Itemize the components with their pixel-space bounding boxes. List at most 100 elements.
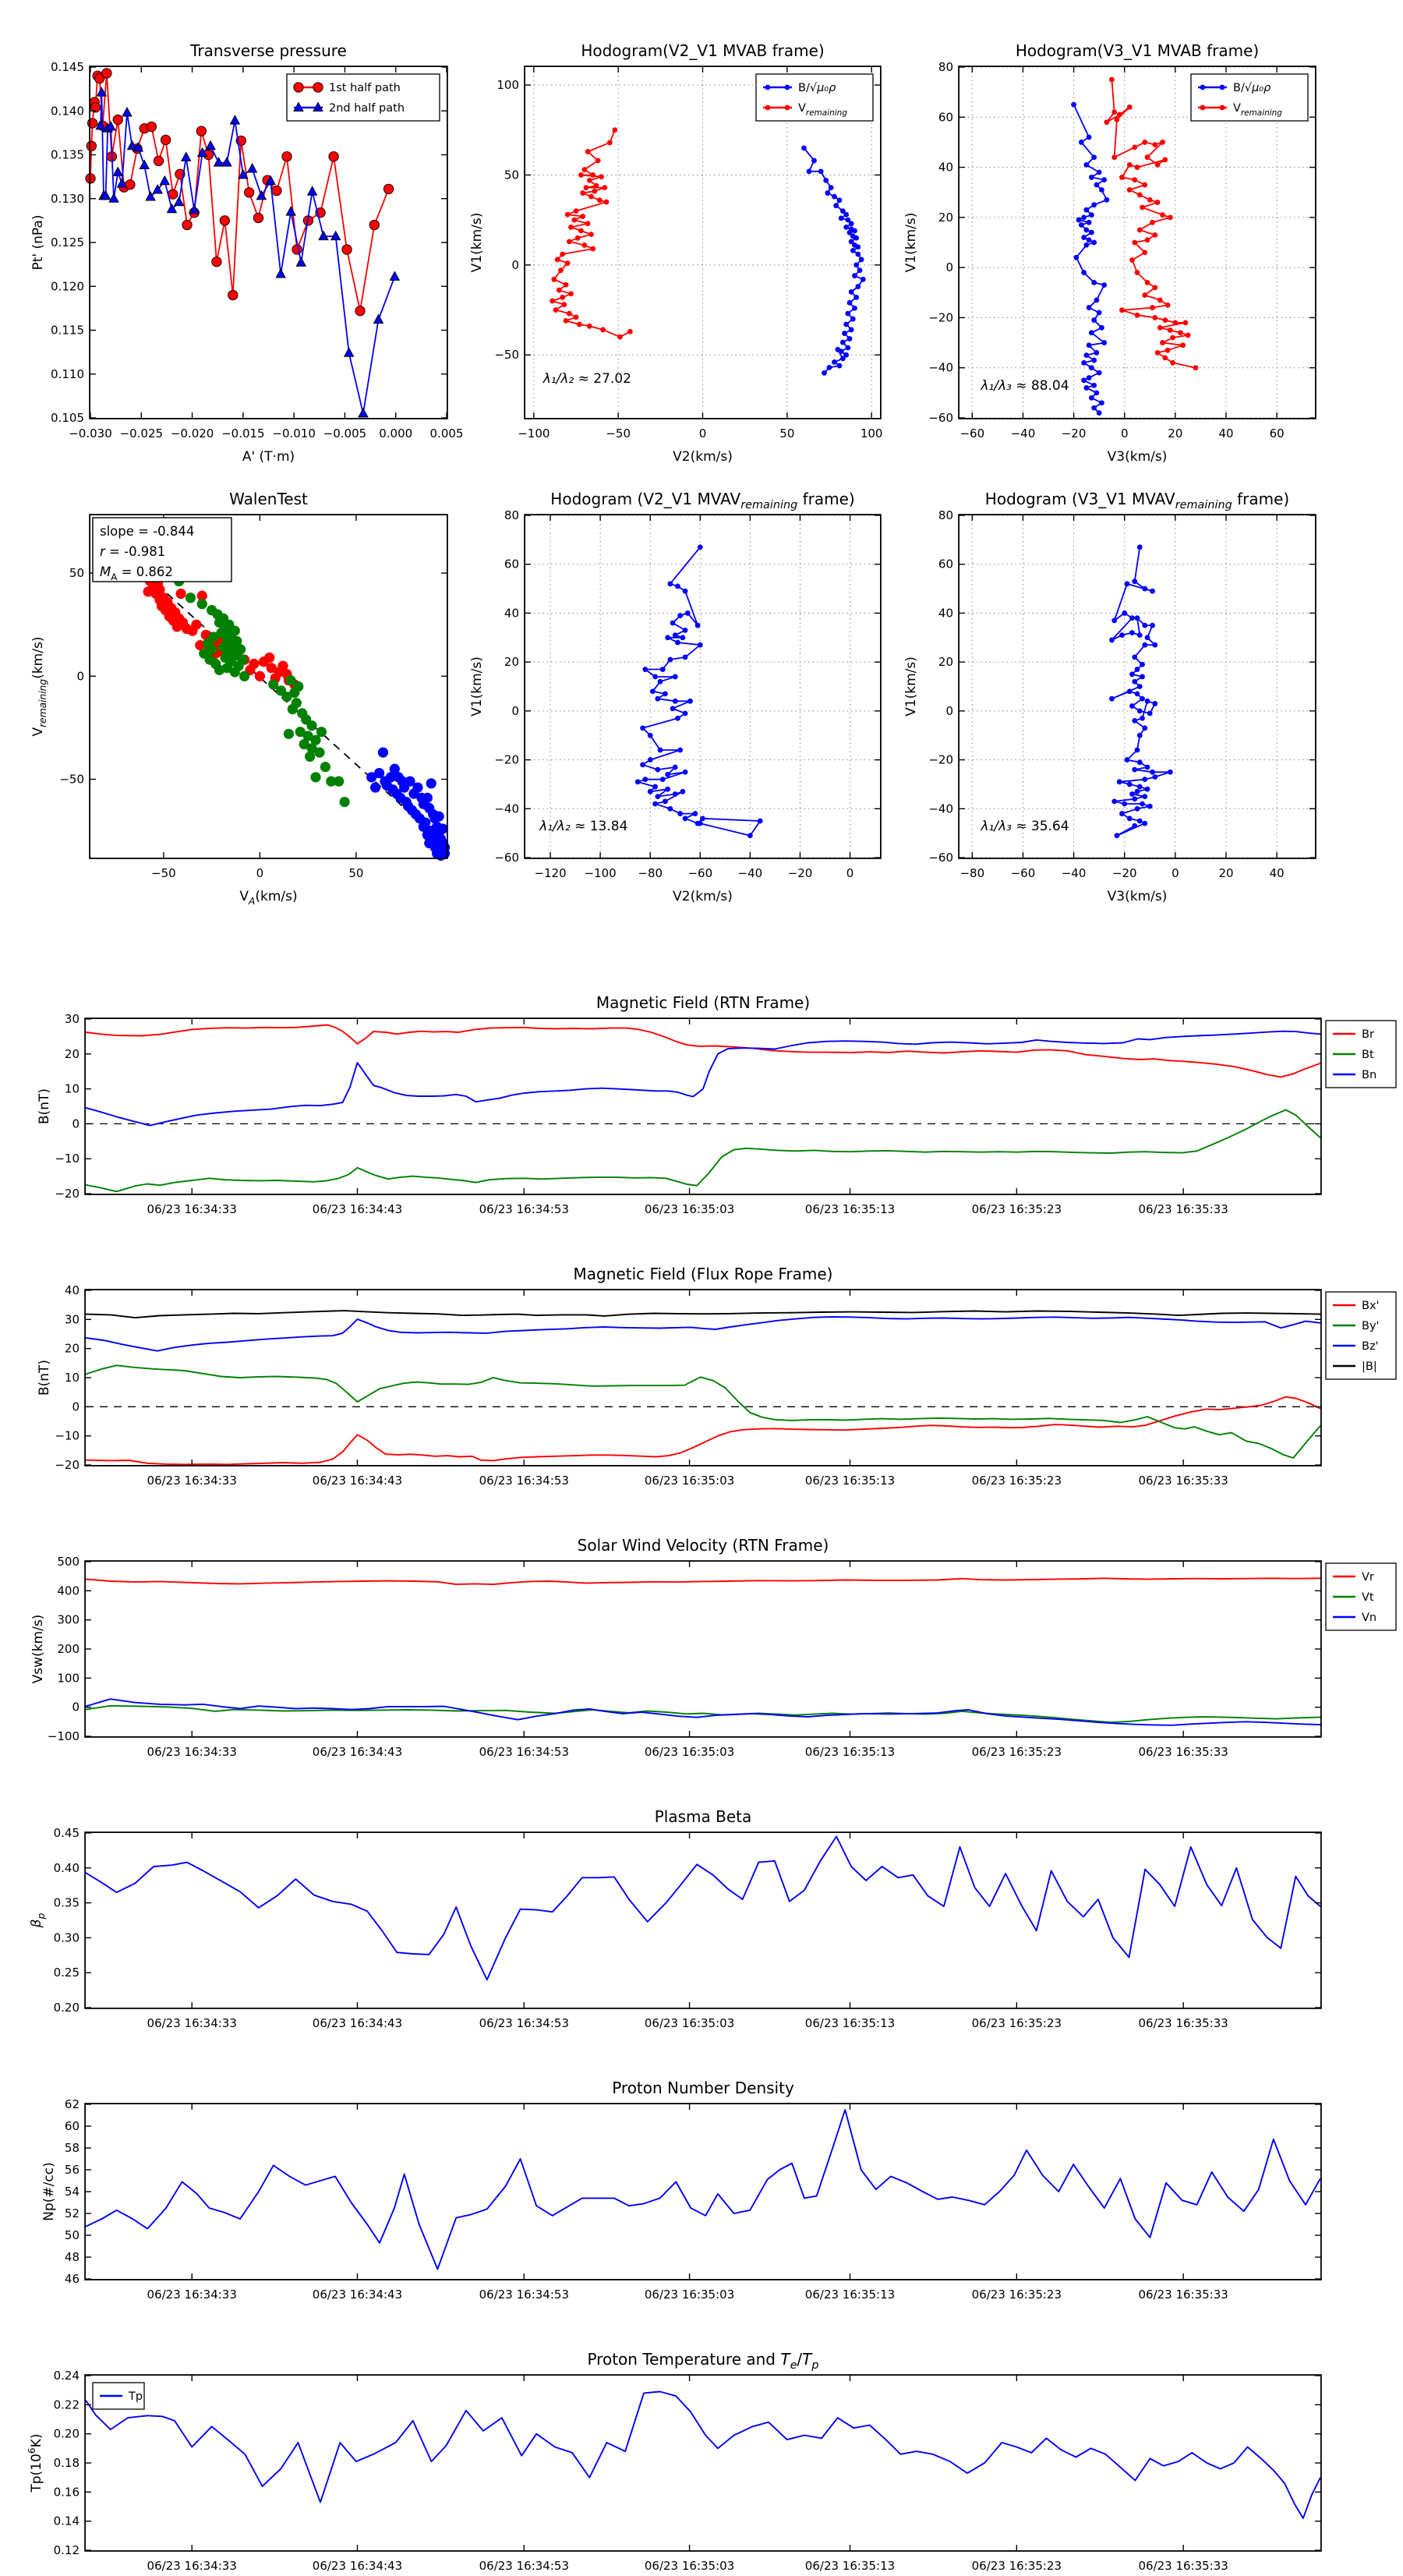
- marker-dot: [843, 211, 850, 218]
- marker-dot: [747, 833, 753, 839]
- x-tick-label: 06/23 16:35:33: [1138, 2016, 1228, 2030]
- x-tick-label: 06/23 16:35:13: [805, 1202, 895, 1216]
- y-tick-label: 30: [65, 1012, 80, 1026]
- marker-dot: [835, 346, 841, 352]
- x-tick-label: −50: [606, 426, 631, 441]
- marker-dot: [843, 321, 850, 327]
- y-tick-label: 0.45: [54, 1826, 80, 1840]
- marker-dot: [1132, 796, 1138, 802]
- marker-dot: [1136, 192, 1143, 198]
- marker-dot: [697, 544, 703, 550]
- legend-box: [1190, 73, 1309, 122]
- marker-dot: [1136, 818, 1143, 824]
- y-tick-label: 0.12: [54, 2543, 80, 2557]
- marker-dot: [667, 581, 673, 587]
- marker-dot: [1073, 254, 1080, 260]
- marker-dot: [697, 642, 703, 648]
- y-tick-label: 0.30: [54, 1930, 80, 1944]
- marker-dot: [588, 193, 594, 200]
- marker-dot: [1140, 661, 1145, 667]
- series-v-remaining-path-markers: [550, 127, 633, 340]
- x-tick-label: −80: [638, 866, 663, 880]
- chart-title: Magnetic Field (Flux Rope Frame): [574, 1265, 833, 1283]
- x-tick-label: 06/23 16:35:03: [645, 1745, 734, 1759]
- marker-triangle: [133, 142, 144, 152]
- x-tick-label: 06/23 16:34:43: [313, 2559, 402, 2573]
- y-tick-label: 80: [504, 508, 519, 522]
- marker-dot: [1114, 833, 1120, 839]
- marker-dot: [1094, 297, 1100, 303]
- marker-dot: [858, 257, 864, 263]
- y-tick-label: 0.40: [54, 1861, 80, 1875]
- marker-dot: [806, 168, 812, 175]
- marker-dot: [627, 328, 633, 334]
- marker-dot: [1101, 340, 1108, 345]
- x-tick-label: 06/23 16:34:43: [313, 1474, 402, 1488]
- marker-dot: [581, 242, 588, 248]
- marker-dot: [657, 747, 663, 753]
- lambda-ratio-annotation: λ₁/λ₂ ≈ 27.02: [542, 371, 631, 387]
- y-tick-label: 400: [57, 1583, 80, 1598]
- y-tick-label: 0.105: [51, 411, 84, 425]
- marker-dot: [1144, 280, 1150, 285]
- marker-dot: [612, 127, 618, 133]
- legend-item-label: Bn: [1362, 1069, 1376, 1081]
- marker-triangle: [318, 230, 329, 241]
- marker-dot: [1091, 382, 1097, 388]
- y-tick-label: 48: [65, 2250, 80, 2264]
- marker-bigdot: [370, 782, 381, 793]
- marker-dot: [839, 356, 846, 362]
- marker-dot: [1091, 317, 1097, 324]
- chart-title: Plasma Beta: [655, 1807, 752, 1826]
- marker-dot: [1152, 701, 1158, 706]
- y-axis-label: Vsw(km/s): [30, 1615, 46, 1684]
- marker-triangle: [95, 119, 106, 130]
- marker-dot: [684, 610, 691, 616]
- y-tick-label: 20: [938, 211, 953, 225]
- marker-triangle: [122, 107, 133, 117]
- x-tick-label: 06/23 16:35:23: [972, 2288, 1062, 2302]
- marker-dot: [1147, 710, 1153, 717]
- marker-dot: [700, 816, 705, 822]
- marker-dot: [1104, 119, 1110, 126]
- marker-dot: [1150, 219, 1155, 225]
- marker-dot: [1144, 786, 1150, 792]
- x-tick-label: 50: [348, 866, 363, 880]
- marker-dot: [1101, 177, 1108, 183]
- marker-dot: [852, 273, 857, 279]
- y-tick-label: −40: [494, 801, 519, 816]
- marker-dot: [833, 203, 839, 209]
- marker-dot: [692, 811, 698, 816]
- marker-dot: [1170, 359, 1175, 366]
- marker-triangle: [373, 313, 384, 324]
- marker-triangle: [139, 159, 150, 169]
- marker-dot: [566, 310, 572, 317]
- marker-dot: [642, 667, 648, 672]
- x-tick-label: 0: [699, 426, 707, 441]
- marker-dot: [682, 769, 688, 775]
- legend-item-label: 2nd half path: [329, 102, 405, 115]
- legend-item-label: Vremaining: [798, 102, 847, 118]
- x-tick-label: 40: [1218, 426, 1233, 441]
- marker-triangle: [265, 175, 276, 186]
- y-tick-label: 100: [497, 78, 519, 92]
- marker-dot: [853, 262, 860, 268]
- series-bx-prime-line: [85, 1396, 1321, 1466]
- marker-dot: [1081, 235, 1087, 240]
- x-tick-label: −0.030: [69, 426, 112, 441]
- marker-dot: [682, 710, 688, 717]
- marker-dot: [585, 221, 591, 227]
- marker-dot: [576, 321, 582, 327]
- y-tick-label: 500: [57, 1555, 80, 1569]
- panel-hodogram-v2v1-mvab: −100 −50 0 50 100 −50 0 50 100 Hodogram(V2_V1 MVA…: [469, 41, 882, 465]
- marker-dot: [585, 149, 591, 154]
- marker-bigdot: [196, 599, 207, 610]
- chart-title: WalenTest: [229, 490, 308, 508]
- marker-dot: [1152, 232, 1158, 238]
- legend-item-label: Bt: [1362, 1049, 1374, 1061]
- marker-dot: [581, 167, 588, 172]
- y-axis-label: Vremaining(km/s): [30, 637, 48, 737]
- x-tick-label: 06/23 16:34:33: [147, 1745, 237, 1759]
- y-tick-label: −20: [55, 1187, 80, 1201]
- marker-dot: [667, 805, 673, 812]
